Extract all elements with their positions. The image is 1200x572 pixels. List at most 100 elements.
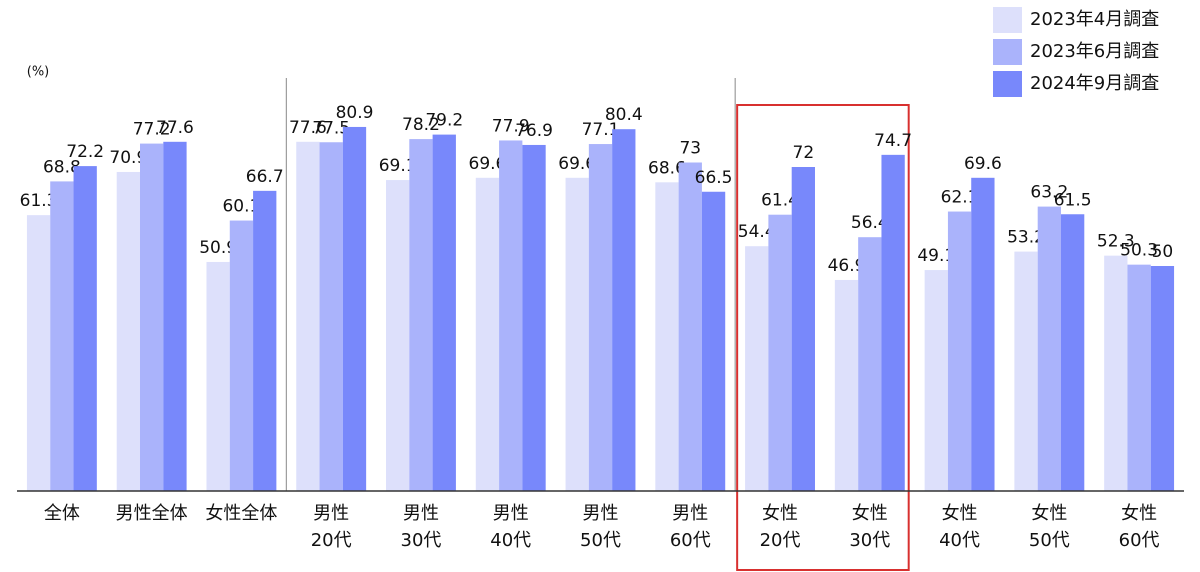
value-label: 61.4 (761, 191, 799, 211)
value-label: 66.5 (695, 168, 733, 188)
bar (1127, 264, 1151, 491)
value-label: 72.2 (66, 142, 104, 162)
x-tick-label: 女性 20代 (760, 503, 801, 551)
x-tick-label: 女性 50代 (1029, 503, 1070, 551)
value-label: 80.4 (605, 105, 643, 125)
bar (1014, 251, 1038, 491)
bar (229, 220, 254, 492)
bar (206, 261, 230, 491)
x-tick-label: 女性 30代 (849, 503, 890, 551)
bar (163, 141, 187, 492)
value-label: 69.6 (558, 154, 596, 174)
x-tick-line: 60代 (670, 530, 711, 551)
x-tick-line: 全体 (44, 503, 80, 524)
x-tick-label: 男性 20代 (311, 503, 352, 551)
value-label: 78.2 (402, 115, 440, 135)
legend-swatch (993, 39, 1022, 65)
bar (858, 237, 882, 491)
bar (971, 177, 995, 492)
bar (834, 279, 859, 491)
x-tick-label: 全体 (44, 503, 80, 524)
value-label: 68.8 (43, 157, 81, 177)
value-label: 50.9 (199, 238, 237, 258)
bar (1104, 255, 1128, 491)
x-tick-line: 男性 (583, 503, 619, 524)
bar (565, 177, 589, 492)
value-label: 70.9 (109, 148, 147, 168)
value-label: 73 (679, 139, 701, 159)
x-tick-line: 女性 (1031, 503, 1067, 524)
value-label: 80.9 (336, 103, 374, 123)
value-label: 61.3 (20, 191, 58, 211)
bar (522, 144, 546, 491)
value-label: 53.2 (1007, 228, 1045, 248)
x-tick-line: 男性 (403, 503, 439, 524)
bar (655, 182, 679, 492)
x-tick-line: 30代 (849, 530, 890, 551)
bar (924, 270, 948, 491)
value-label: 68.6 (648, 158, 686, 178)
bar (73, 166, 97, 491)
value-label: 77.5 (312, 118, 350, 138)
bar (1150, 266, 1175, 491)
value-label: 52.3 (1097, 232, 1135, 252)
x-tick-label: 男性 60代 (670, 503, 711, 551)
x-tick-line: 男性 (672, 503, 708, 524)
x-tick-line: 男性全体 (116, 503, 188, 524)
bar (253, 190, 277, 491)
value-label: 63.2 (1030, 183, 1068, 203)
bar (296, 141, 320, 492)
value-label: 69.6 (964, 154, 1002, 174)
value-label: 69.6 (469, 154, 507, 174)
x-tick-line: 60代 (1119, 530, 1160, 551)
bar (475, 177, 500, 492)
value-label: 72 (793, 143, 815, 163)
value-label: 62.1 (941, 188, 979, 208)
legend-swatch (993, 71, 1022, 97)
value-label: 74.7 (874, 131, 912, 151)
value-label: 77.6 (156, 118, 194, 138)
x-tick-line: 20代 (311, 530, 352, 551)
x-tick-line: 女性 (852, 503, 888, 524)
bar (791, 167, 815, 491)
legend-label: 2023年4月調査 (1030, 9, 1159, 30)
bar (1037, 206, 1061, 491)
bar (588, 144, 613, 492)
x-tick-line: 50代 (1029, 530, 1070, 551)
x-tick-line: 女性 (942, 503, 978, 524)
bar (881, 154, 905, 491)
x-tick-line: 30代 (401, 530, 442, 551)
x-tick-label: 男性 30代 (401, 503, 442, 551)
bar (701, 191, 726, 491)
x-tick-label: 女性全体 (205, 503, 277, 524)
x-tick-line: 女性 (762, 503, 798, 524)
bar (342, 126, 367, 491)
value-label: 50 (1152, 242, 1174, 262)
x-tick-line: 女性全体 (205, 503, 277, 524)
bar (612, 129, 636, 491)
legend-swatch (993, 7, 1022, 33)
x-tick-line: 40代 (490, 530, 531, 551)
x-tick-line: 50代 (580, 530, 621, 551)
value-label: 76.9 (515, 121, 553, 141)
bar (1060, 214, 1085, 491)
bar (432, 134, 456, 491)
value-label: 77.1 (582, 120, 620, 140)
x-tick-line: 女性 (1121, 503, 1157, 524)
x-tick-line: 男性 (313, 503, 349, 524)
value-label: 49.1 (917, 246, 955, 266)
bar (319, 142, 343, 491)
x-tick-label: 男性 50代 (580, 503, 621, 551)
legend-label: 2024年9月調査 (1030, 73, 1159, 94)
value-label: 56.4 (851, 213, 889, 233)
legend-label: 2023年6月調査 (1030, 41, 1159, 62)
x-tick-label: 男性 40代 (490, 503, 531, 551)
value-label: 50.3 (1120, 241, 1158, 261)
bar (116, 171, 141, 491)
bar (409, 139, 433, 491)
value-label: 61.5 (1054, 190, 1092, 210)
value-label: 69.1 (379, 156, 417, 176)
value-label: 77.2 (133, 120, 171, 140)
value-label: 77.6 (289, 118, 327, 138)
